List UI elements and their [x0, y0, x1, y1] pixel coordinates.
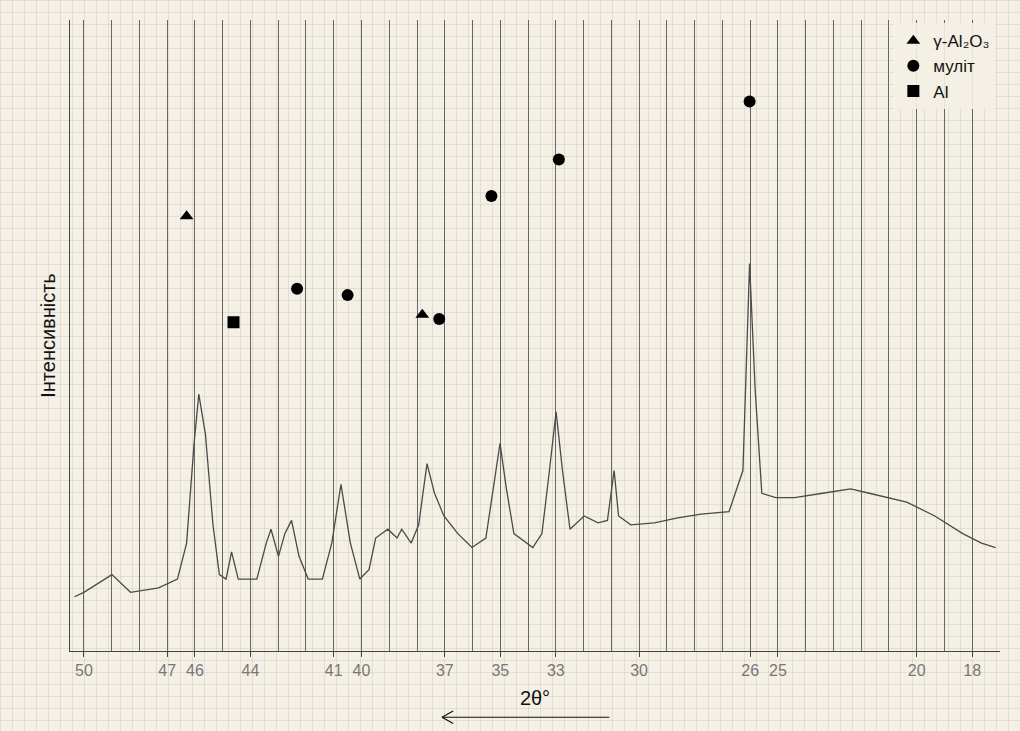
svg-text:35: 35 — [491, 662, 509, 679]
svg-text:37: 37 — [436, 662, 454, 679]
svg-text:46: 46 — [186, 662, 204, 679]
svg-text:44: 44 — [242, 662, 260, 679]
svg-text:40: 40 — [353, 662, 371, 679]
svg-text:муліт: муліт — [933, 57, 975, 76]
svg-text:20: 20 — [908, 662, 926, 679]
svg-text:γ-Al₂O₃: γ-Al₂O₃ — [933, 32, 989, 51]
svg-text:Інтенсивність: Інтенсивність — [37, 273, 59, 398]
svg-text:25: 25 — [769, 662, 787, 679]
svg-text:33: 33 — [547, 662, 565, 679]
svg-text:18: 18 — [963, 662, 981, 679]
svg-text:41: 41 — [325, 662, 343, 679]
svg-text:26: 26 — [741, 662, 759, 679]
svg-text:30: 30 — [630, 662, 648, 679]
svg-text:50: 50 — [75, 662, 93, 679]
svg-text:47: 47 — [158, 662, 176, 679]
svg-text:2θ°: 2θ° — [520, 687, 550, 709]
svg-text:Al: Al — [933, 83, 948, 102]
